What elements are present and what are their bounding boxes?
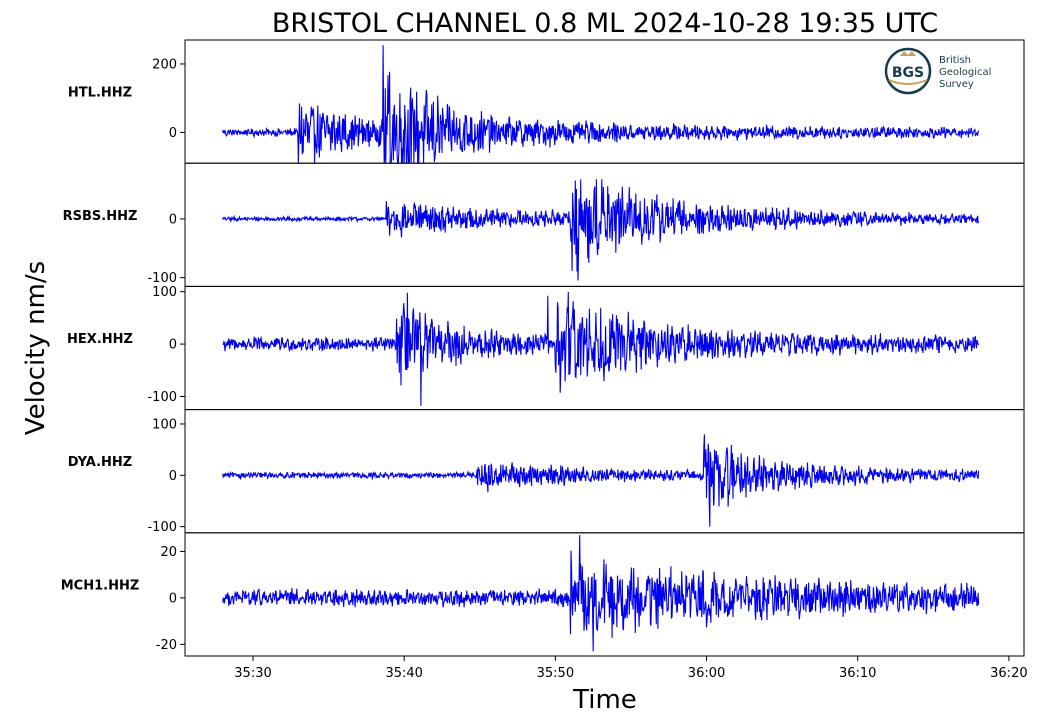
station-label: DYA.HHZ	[68, 455, 132, 470]
logo-crown-icon	[900, 51, 916, 56]
logo-monogram: BGS	[892, 65, 924, 81]
panel-mch1-hhz: -20 0 20 MCH1.HHZ	[61, 532, 1025, 657]
station-label: HEX.HHZ	[67, 332, 133, 347]
x-axis-label: Time	[572, 685, 637, 715]
y-tick-label: 0	[169, 212, 177, 227]
y-tick-label: 0	[169, 338, 177, 353]
y-tick-label: -100	[147, 520, 177, 535]
y-tick-label: 100	[152, 417, 177, 432]
waveform-trace	[222, 535, 980, 652]
chart-title: BRISTOL CHANNEL 0.8 ML 2024-10-28 19:35 …	[272, 8, 938, 39]
y-tick-label: 200	[152, 57, 177, 72]
logo-line-3: Survey	[939, 79, 974, 90]
station-label: HTL.HHZ	[68, 86, 132, 101]
y-tick-label: 100	[152, 285, 177, 300]
waveform-trace	[222, 291, 980, 406]
panel-dya-hhz: -100 0 100 DYA.HHZ	[68, 409, 1025, 535]
y-tick-label: -100	[147, 390, 177, 405]
y-tick-label: 20	[160, 545, 177, 560]
x-tick-label: 36:20	[990, 666, 1027, 681]
panel-hex-hhz: -100 0 100 HEX.HHZ	[67, 285, 1025, 411]
station-label: RSBS.HHZ	[63, 209, 138, 224]
waveform-trace	[222, 179, 980, 281]
y-axis-label: Velocity nm/s	[21, 261, 51, 435]
y-tick-label: 0	[169, 591, 177, 606]
logo-line-2: Geological	[939, 67, 991, 78]
waveform-trace	[222, 434, 980, 527]
y-tick-label: 0	[169, 469, 177, 484]
x-tick-label: 35:30	[234, 666, 271, 681]
station-label: MCH1.HHZ	[61, 578, 140, 593]
bgs-logo: BGS British Geological Survey	[884, 47, 991, 95]
y-tick-label: -20	[156, 638, 177, 653]
panel-stack: 0200HTL.HHZ-1000RSBS.HHZ-1000100HEX.HHZ-…	[61, 39, 1025, 657]
x-tick-label: 36:00	[688, 666, 725, 681]
x-tick-label: 35:40	[385, 666, 422, 681]
y-tick-label: 0	[169, 126, 177, 141]
x-axis: 35:30 35:40 35:50 36:00 36:10 36:20	[234, 656, 1028, 681]
panel-frame	[184, 162, 1025, 287]
panel-frame	[184, 532, 1025, 657]
waveform-trace	[222, 45, 980, 164]
panel-rsbs-hhz: -100 0 RSBS.HHZ	[63, 162, 1025, 287]
panel-htl-hhz: 0 200 HTL.HHZ	[68, 39, 1025, 164]
x-tick-label: 35:50	[537, 666, 574, 681]
logo-line-1: British	[939, 55, 971, 66]
y-tick-label: -100	[147, 271, 177, 286]
x-tick-label: 36:10	[839, 666, 876, 681]
logo-wave-icon	[888, 79, 928, 85]
